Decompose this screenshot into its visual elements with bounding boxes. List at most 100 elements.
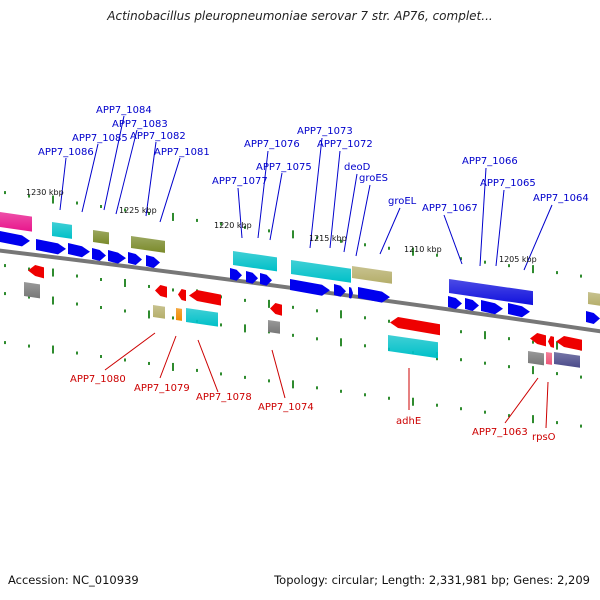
cds-reverse-arrow (548, 336, 554, 348)
cds-forward-arrow (260, 273, 272, 286)
cds-forward-arrow (358, 287, 390, 303)
tick-mark (28, 295, 30, 299)
cog-reverse-block (554, 352, 580, 368)
label-leader-line (545, 381, 549, 429)
label-leader-line (443, 214, 463, 265)
forward-gene-label: APP7_1072 (317, 139, 373, 150)
tick-mark (4, 292, 6, 296)
tick-mark (124, 278, 126, 287)
cog-reverse-block (153, 305, 165, 319)
tick-mark (148, 310, 150, 319)
tick-mark (244, 298, 246, 302)
cds-reverse-arrow (28, 265, 44, 279)
tick-mark (316, 309, 318, 313)
tick-mark (52, 195, 54, 204)
cog-forward-block (52, 222, 72, 239)
tick-mark (484, 410, 486, 414)
cog-forward-block (588, 292, 600, 306)
cog-forward-block (0, 212, 32, 232)
cds-forward-arrow (0, 231, 30, 247)
cds-forward-arrow (108, 250, 126, 264)
forward-gene-label: APP7_1084 (96, 105, 152, 116)
forward-gene-label: APP7_1085 (72, 133, 128, 144)
cog-reverse-block (388, 335, 438, 359)
label-leader-line (379, 207, 401, 255)
tick-mark (292, 333, 294, 337)
cog-reverse-block (546, 352, 552, 365)
scale-label: 1220 kbp (214, 221, 252, 230)
tick-mark (100, 306, 102, 309)
label-leader-line (104, 332, 156, 371)
forward-gene-label: APP7_1083 (112, 119, 168, 130)
tick-mark (388, 246, 390, 250)
cds-forward-arrow (246, 271, 258, 284)
forward-gene-label: APP7_1073 (297, 126, 353, 137)
forward-gene-label: APP7_1065 (480, 178, 536, 189)
tick-mark (100, 205, 102, 208)
tick-mark (100, 355, 102, 358)
forward-gene-label: APP7_1081 (154, 147, 210, 158)
tick-mark (4, 191, 6, 195)
cds-forward-arrow (68, 243, 90, 258)
label-leader-line (495, 189, 505, 267)
topology-text: Topology: circular; Length: 2,331,981 bp… (274, 573, 590, 587)
tick-mark (172, 316, 174, 320)
tick-mark (124, 309, 126, 313)
tick-mark (220, 323, 222, 327)
reverse-gene-label: APP7_1080 (70, 374, 126, 385)
tick-mark (532, 340, 534, 344)
forward-gene-label: deoD (344, 162, 371, 173)
cds-forward-arrow (92, 248, 106, 262)
tick-mark (148, 211, 150, 215)
forward-gene-label: groES (359, 173, 388, 184)
map-title: Actinobacillus pleuropneumoniae serovar … (107, 9, 493, 23)
cds-forward-arrow (36, 239, 66, 255)
tick-mark (508, 264, 510, 268)
tick-mark (28, 267, 30, 271)
reverse-gene-label: APP7_1063 (472, 427, 528, 438)
cog-reverse-block (268, 320, 280, 334)
cds-forward-arrow (481, 300, 503, 315)
tick-mark (340, 338, 342, 347)
tick-mark (76, 274, 78, 278)
cog-forward-block (93, 230, 109, 245)
tick-mark (172, 288, 174, 292)
label-leader-line (81, 143, 99, 213)
tick-mark (4, 341, 6, 345)
scale-label: 1205 kbp (499, 255, 537, 264)
cds-reverse-arrow (155, 285, 167, 298)
tick-mark (316, 386, 318, 390)
reverse-gene-label: APP7_1079 (134, 383, 190, 394)
label-leader-line (159, 157, 181, 223)
tick-mark (76, 201, 78, 205)
tick-mark (508, 365, 510, 369)
tick-mark (268, 299, 270, 308)
tick-mark (268, 229, 270, 233)
forward-gene-label: APP7_1066 (462, 156, 518, 167)
tick-mark (220, 372, 222, 376)
label-leader-line (343, 173, 358, 253)
tick-mark (292, 380, 294, 389)
reverse-gene-label: adhE (396, 416, 421, 427)
tick-mark (244, 225, 246, 229)
tick-mark (316, 236, 318, 240)
cds-forward-arrow (586, 311, 600, 325)
scale-labels: 1230 kbp 1225 kbp 1220 kbp 1215 kbp 1210 kbp… (26, 188, 537, 264)
features (0, 212, 600, 368)
tick-mark (364, 243, 366, 247)
cog-reverse-block (186, 308, 218, 327)
tick-mark (124, 358, 126, 362)
label-leader-line (257, 150, 269, 239)
tick-mark (268, 379, 270, 383)
scale-label: 1225 kbp (119, 206, 157, 215)
label-leader-line (479, 167, 487, 267)
tick-mark (316, 337, 318, 341)
tick-mark (220, 222, 222, 226)
tick-mark (148, 284, 150, 288)
cog-forward-block (291, 260, 351, 283)
label-leader-line (355, 184, 371, 257)
tick-mark (508, 414, 510, 418)
tick-mark (172, 362, 174, 371)
cog-forward-block (233, 251, 277, 272)
